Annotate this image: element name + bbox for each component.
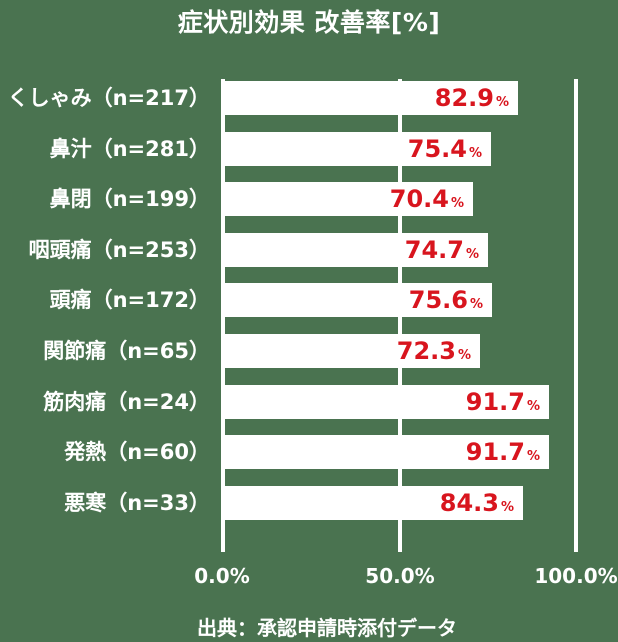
percent-sign: % <box>526 399 540 414</box>
value-label: 84.3 <box>439 489 499 517</box>
bar-row: 頭痛（n=172） 75.6% <box>0 283 618 317</box>
bar: 84.3% <box>221 486 523 520</box>
percent-sign: % <box>465 247 479 262</box>
value-label: 72.3 <box>396 337 456 365</box>
percent-sign: % <box>469 297 483 312</box>
value-label: 75.6 <box>408 286 468 314</box>
category-label: 頭痛（n=172） <box>49 288 210 312</box>
bar-row: 関節痛（n=65） 72.3% <box>0 334 618 368</box>
value-label: 70.4 <box>389 185 449 213</box>
bar: 70.4% <box>221 182 473 216</box>
bar-row: 鼻閉（n=199） 70.4% <box>0 182 618 216</box>
percent-sign: % <box>450 196 464 211</box>
bar: 72.3% <box>221 334 480 368</box>
value-label: 91.7 <box>465 438 525 466</box>
category-label: 関節痛（n=65） <box>43 339 210 363</box>
bar-row: 鼻汁（n=281） 75.4% <box>0 132 618 166</box>
percent-sign: % <box>495 95 509 110</box>
bar-row: 悪寒（n=33） 84.3% <box>0 486 618 520</box>
category-label: 悪寒（n=33） <box>64 491 210 515</box>
category-label: 鼻汁（n=281） <box>49 137 210 161</box>
chart-title: 症状別効果 改善率[%] <box>177 8 441 37</box>
category-label: 咽頭痛（n=253） <box>28 238 210 262</box>
value-label: 74.7 <box>404 236 464 264</box>
category-label: 鼻閉（n=199） <box>49 187 210 211</box>
category-label: 筋肉痛（n=24） <box>43 390 210 414</box>
category-label: くしゃみ（n=217） <box>7 86 210 110</box>
percent-sign: % <box>500 500 514 515</box>
percent-sign: % <box>468 146 482 161</box>
bar: 74.7% <box>221 233 488 267</box>
value-label: 75.4 <box>407 135 467 163</box>
bar: 82.9% <box>221 81 518 115</box>
gridline-100-percent <box>574 79 578 552</box>
bar-row: くしゃみ（n=217） 82.9% <box>0 81 618 115</box>
x-axis-tick-100: 100.0% <box>534 564 618 588</box>
bar: 91.7% <box>221 435 549 469</box>
x-axis-tick-50: 50.0% <box>365 564 435 588</box>
bar: 75.6% <box>221 283 492 317</box>
source-note: 出典：承認申請時添付データ <box>197 616 457 640</box>
bar: 91.7% <box>221 385 549 419</box>
bar: 75.4% <box>221 132 491 166</box>
category-label: 発熱（n=60） <box>64 440 210 464</box>
bar-row: 筋肉痛（n=24） 91.7% <box>0 385 618 419</box>
value-label: 82.9 <box>434 84 494 112</box>
bar-row: 咽頭痛（n=253） 74.7% <box>0 233 618 267</box>
percent-sign: % <box>526 449 540 464</box>
bar-row: 発熱（n=60） 91.7% <box>0 435 618 469</box>
x-axis-tick-0: 0.0% <box>194 564 250 588</box>
value-label: 91.7 <box>465 388 525 416</box>
percent-sign: % <box>457 348 471 363</box>
